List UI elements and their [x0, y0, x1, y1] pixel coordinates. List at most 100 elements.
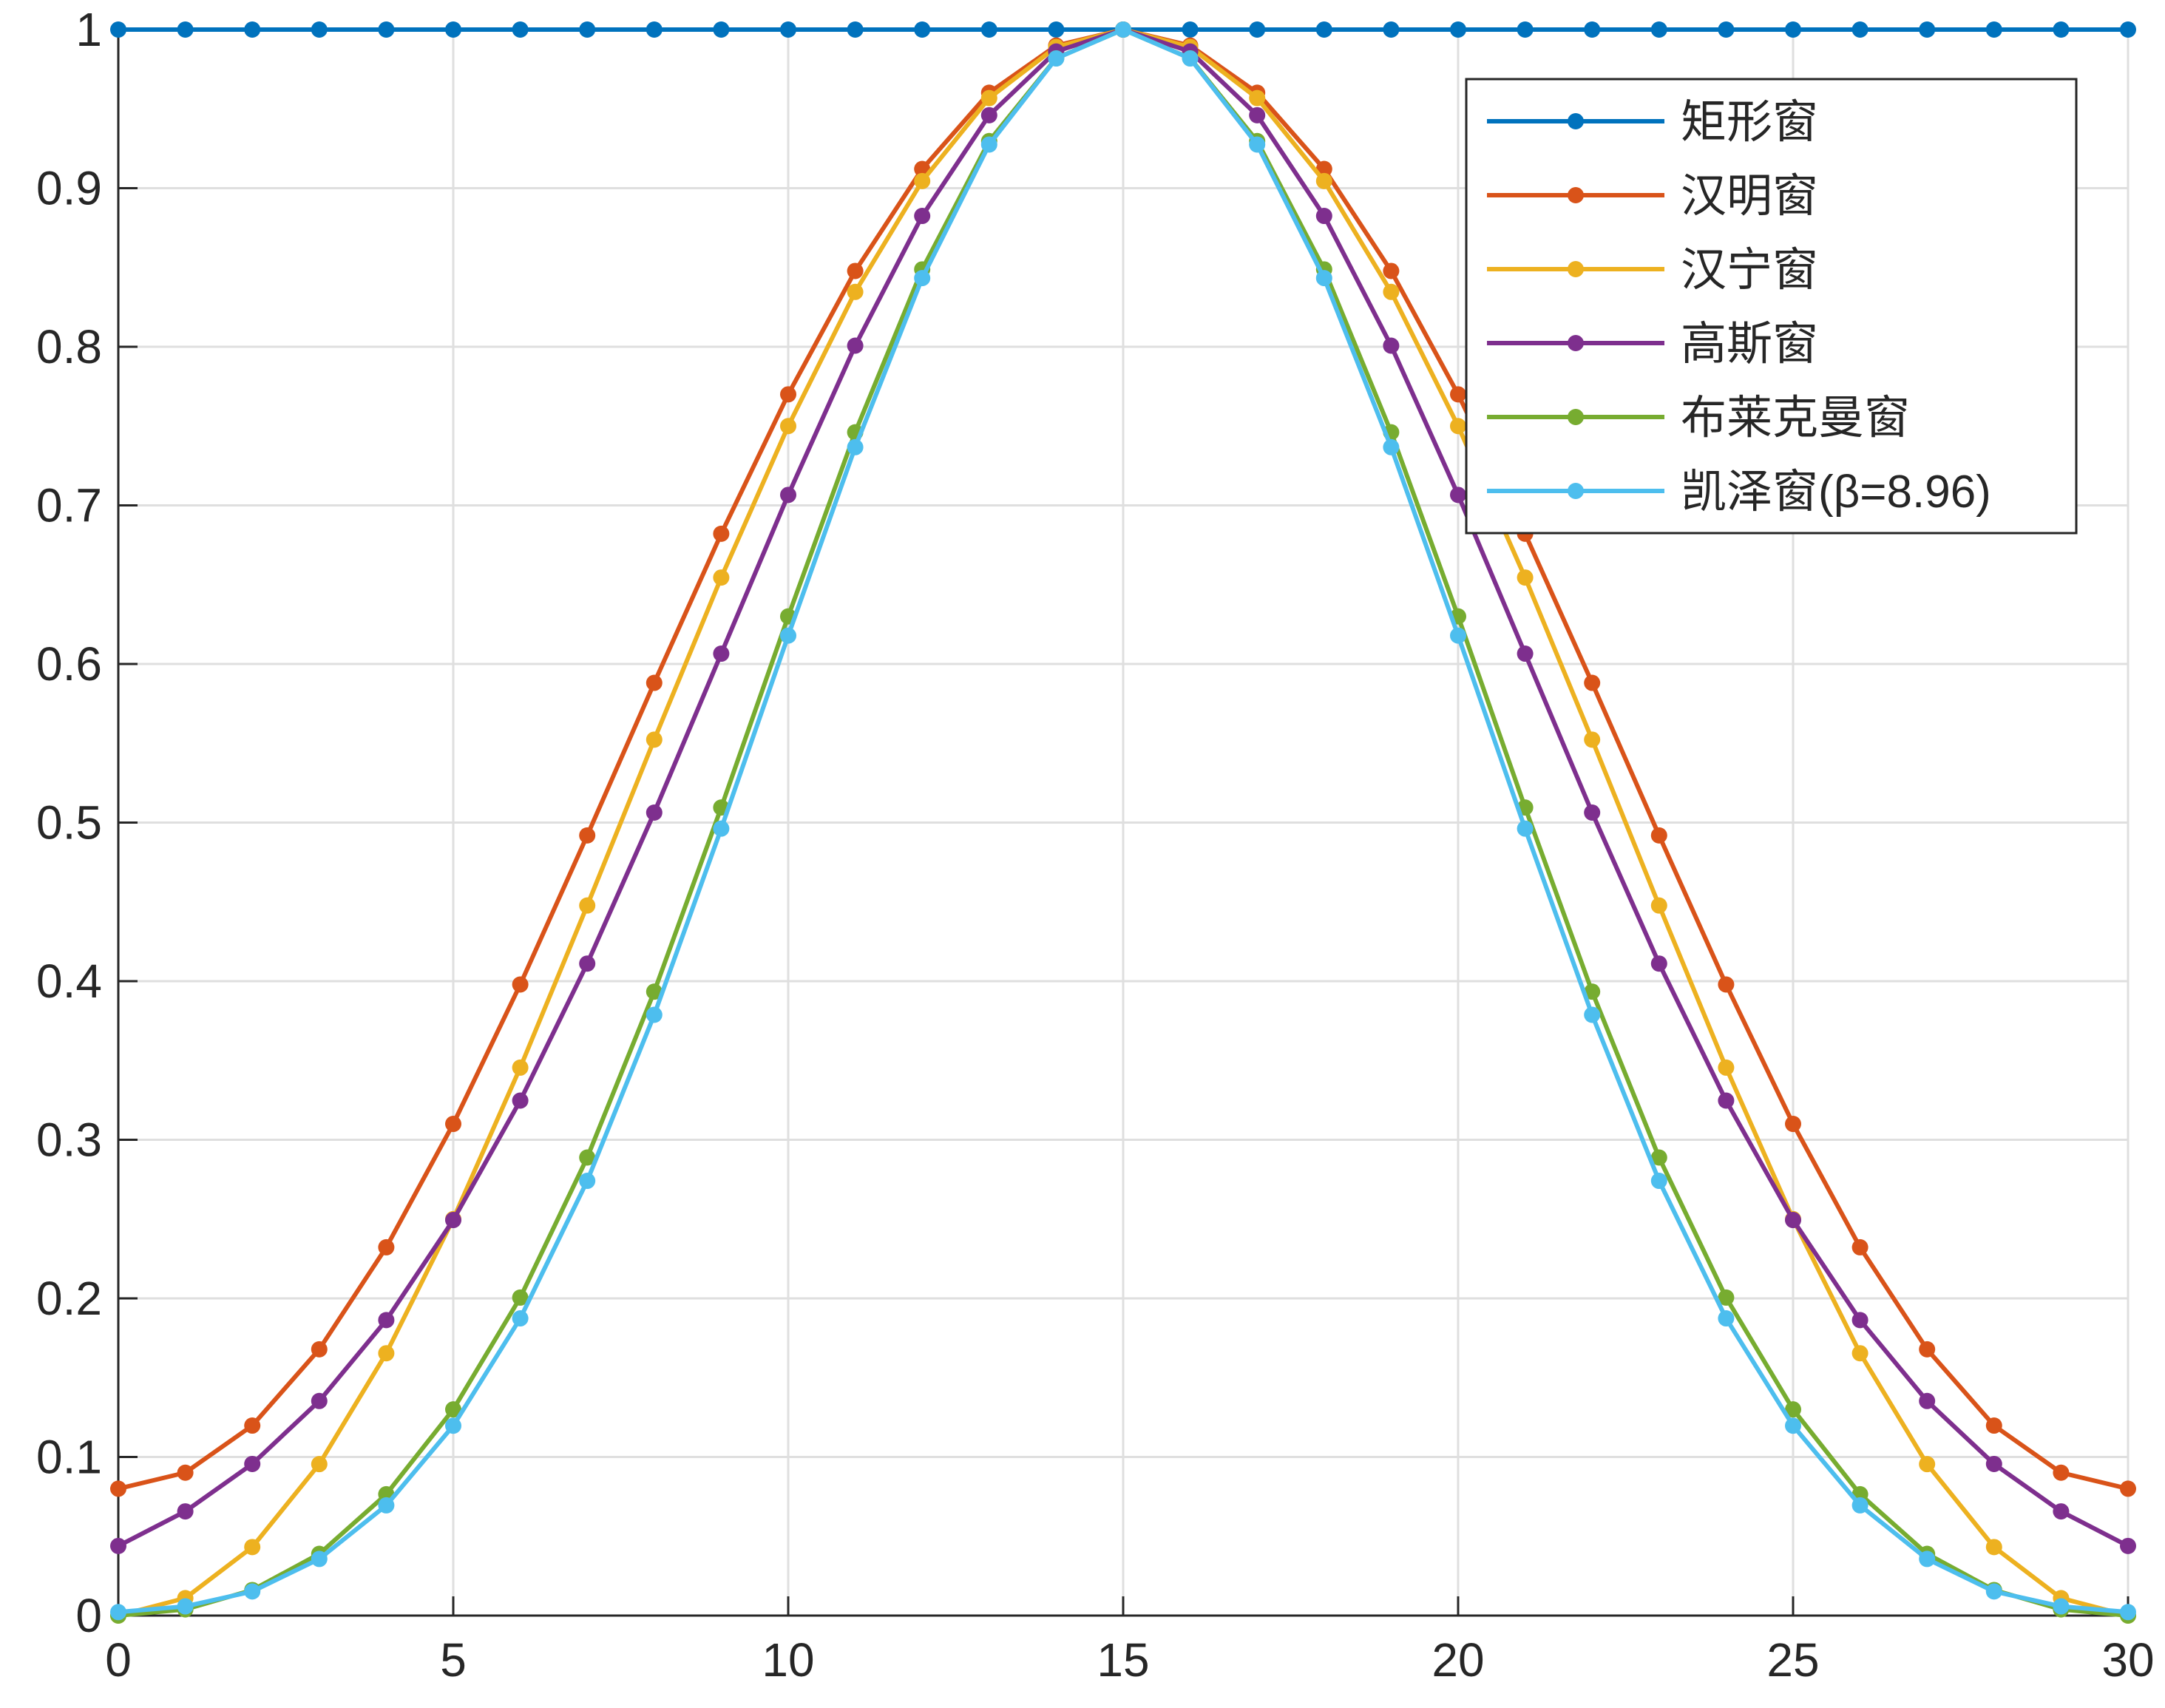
x-tick-label: 5 — [440, 1633, 467, 1687]
data-point — [1249, 21, 1266, 38]
data-point — [177, 1503, 194, 1520]
data-point — [512, 1092, 529, 1109]
y-tick-label: 0.7 — [36, 479, 102, 532]
data-point — [1785, 1417, 1801, 1434]
x-tick-label: 25 — [1766, 1633, 1819, 1687]
data-point — [1450, 418, 1466, 435]
x-tick-label: 20 — [1432, 1633, 1484, 1687]
data-point — [512, 1059, 529, 1076]
data-point — [311, 21, 328, 38]
data-point — [1584, 731, 1601, 748]
y-tick-label: 0.1 — [36, 1431, 102, 1484]
legend-label: 汉宁窗 — [1681, 245, 1818, 296]
data-point — [311, 1341, 328, 1358]
data-point — [1718, 1289, 1735, 1306]
data-point — [2053, 21, 2070, 38]
data-point — [1517, 645, 1534, 662]
y-tick-label: 0.5 — [36, 796, 102, 850]
data-point — [1048, 21, 1065, 38]
series — [110, 21, 2136, 1621]
legend-entry: 汉宁窗 — [1487, 245, 1818, 296]
data-point — [244, 1583, 261, 1600]
data-point — [2053, 1464, 2070, 1481]
data-point — [1650, 897, 1667, 914]
data-point — [378, 1345, 395, 1362]
data-point — [512, 976, 529, 993]
data-point — [1450, 487, 1466, 504]
data-point — [1249, 136, 1266, 153]
data-point — [1851, 1312, 1868, 1329]
data-point — [1851, 1238, 1868, 1255]
data-point — [1249, 89, 1266, 106]
legend-box — [1465, 78, 2078, 535]
data-point — [1718, 976, 1735, 993]
data-point — [1383, 21, 1400, 38]
data-point — [378, 21, 395, 38]
data-point — [1785, 1401, 1801, 1418]
legend-marker — [1568, 409, 1584, 425]
data-point — [1383, 438, 1400, 455]
data-point — [311, 1392, 328, 1409]
data-point — [445, 1417, 461, 1434]
legend-marker — [1568, 335, 1584, 351]
data-point — [1985, 1539, 2002, 1556]
data-point — [177, 21, 194, 38]
data-point — [1919, 1341, 1936, 1358]
data-point — [1517, 569, 1534, 586]
data-point — [1785, 1116, 1801, 1133]
data-point — [713, 569, 730, 586]
data-point — [847, 262, 864, 279]
y-tick-label: 0.2 — [36, 1272, 102, 1325]
data-point — [445, 1116, 461, 1133]
data-point — [579, 21, 596, 38]
data-point — [713, 525, 730, 542]
data-point — [1584, 983, 1601, 1000]
data-point — [1315, 270, 1332, 287]
data-point — [1985, 1583, 2002, 1600]
data-point — [110, 1604, 126, 1621]
data-point — [980, 89, 997, 106]
data-point — [780, 386, 796, 403]
data-point — [2120, 1604, 2136, 1621]
data-point — [780, 627, 796, 644]
legend-marker — [1568, 113, 1584, 129]
data-point — [1315, 208, 1332, 225]
data-point — [1985, 1417, 2002, 1434]
data-point — [1249, 106, 1266, 123]
data-point — [1517, 21, 1534, 38]
data-point — [110, 1480, 126, 1497]
data-point — [847, 438, 864, 455]
data-point — [980, 106, 997, 123]
legend-label: 矩形窗 — [1681, 97, 1818, 148]
data-point — [1718, 1310, 1735, 1327]
data-point — [1182, 50, 1199, 67]
data-point — [1851, 21, 1868, 38]
data-point — [1048, 50, 1065, 67]
data-point — [1383, 283, 1400, 300]
data-point — [2120, 1480, 2136, 1497]
data-point — [1450, 627, 1466, 644]
data-point — [1785, 1212, 1801, 1229]
data-point — [646, 983, 663, 1000]
data-point — [1517, 820, 1534, 837]
data-point — [244, 1417, 261, 1434]
x-tick-label: 10 — [762, 1633, 814, 1687]
data-point — [1584, 1006, 1601, 1023]
data-point — [1115, 21, 1131, 38]
data-point — [1985, 1455, 2002, 1472]
data-point — [1919, 1551, 1936, 1568]
data-point — [1851, 1345, 1868, 1362]
data-point — [378, 1497, 395, 1514]
data-point — [914, 270, 931, 287]
data-point — [2053, 1598, 2070, 1615]
y-tick-label: 0.3 — [36, 1114, 102, 1167]
legend-entry: 布莱克曼窗 — [1487, 393, 1910, 444]
data-point — [1650, 955, 1667, 972]
data-point — [646, 21, 663, 38]
data-point — [713, 645, 730, 662]
data-point — [1919, 21, 1936, 38]
data-point — [847, 21, 864, 38]
data-point — [579, 955, 596, 972]
data-point — [1383, 337, 1400, 354]
data-point — [713, 21, 730, 38]
